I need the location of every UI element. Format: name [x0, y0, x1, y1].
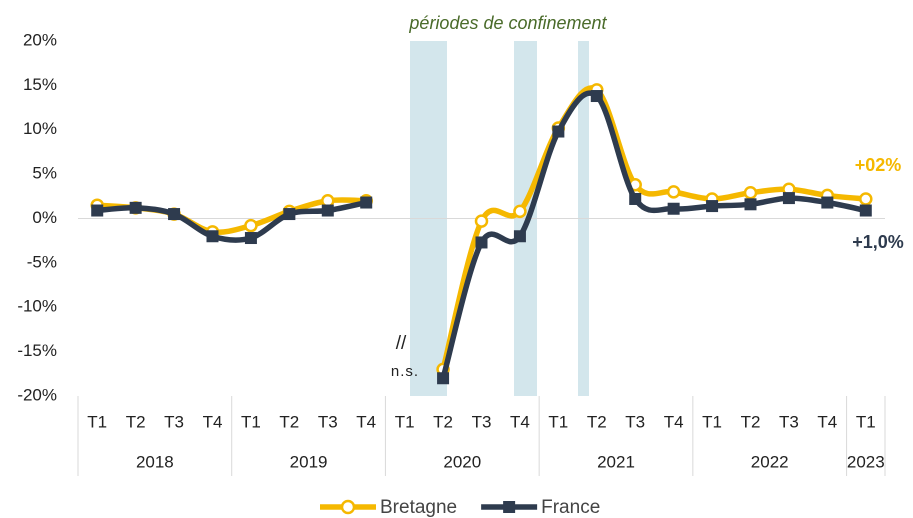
legend-marker	[503, 501, 516, 513]
point	[244, 218, 258, 233]
point	[782, 192, 795, 205]
y-tick-label: 10%	[23, 119, 57, 138]
point	[666, 185, 681, 199]
point	[437, 372, 450, 385]
x-tick-label: T1	[856, 412, 876, 431]
x-tick-label: T1	[395, 412, 415, 431]
year-label: 2023	[847, 452, 885, 471]
point	[552, 125, 565, 138]
end-label: +1,0%	[852, 232, 904, 252]
point	[706, 200, 719, 213]
x-tick-label: T1	[702, 412, 722, 431]
series-line	[440, 90, 867, 379]
end-label: +02%	[855, 155, 902, 175]
point	[244, 232, 257, 245]
y-tick-label: 20%	[23, 30, 57, 49]
legend-label: France	[541, 497, 600, 518]
legend-marker	[340, 499, 356, 515]
point	[474, 214, 489, 228]
x-tick-label: T1	[241, 412, 261, 431]
series-line	[440, 85, 867, 371]
year-label: 2020	[443, 452, 481, 471]
point	[129, 201, 142, 214]
point	[629, 192, 642, 205]
y-tick-label: 5%	[32, 164, 57, 183]
point	[744, 198, 757, 211]
point	[475, 236, 488, 249]
point	[821, 196, 834, 209]
x-tick-label: T3	[779, 412, 799, 431]
x-tick-label: T2	[126, 412, 146, 431]
year-label: 2018	[136, 452, 174, 471]
x-tick-label: T4	[203, 412, 223, 431]
x-tick-label: T2	[741, 412, 761, 431]
point	[206, 230, 219, 243]
gap-mark: //	[396, 333, 407, 354]
x-tick-label: T1	[548, 412, 568, 431]
point	[283, 208, 296, 221]
y-tick-label: -20%	[17, 385, 57, 404]
year-label: 2022	[751, 452, 789, 471]
x-tick-label: T2	[587, 412, 607, 431]
x-tick-label: T4	[817, 412, 837, 431]
x-tick-label: T3	[164, 412, 184, 431]
x-tick-label: T3	[472, 412, 492, 431]
annotation: périodes de confinement	[408, 13, 607, 33]
x-tick-label: T4	[356, 412, 376, 431]
point	[360, 196, 373, 209]
point	[590, 90, 603, 103]
point	[321, 204, 334, 217]
x-tick-label: T4	[510, 412, 530, 431]
x-tick-label: T4	[664, 412, 684, 431]
x-tick-label: T2	[433, 412, 453, 431]
point	[743, 186, 758, 200]
point	[859, 192, 873, 206]
y-tick-label: 15%	[23, 75, 57, 94]
point	[168, 208, 181, 221]
point	[667, 202, 680, 215]
point	[513, 230, 526, 243]
gap-label: n.s.	[391, 363, 419, 380]
x-tick-label: T3	[625, 412, 645, 431]
y-tick-label: -5%	[27, 252, 57, 271]
y-tick-label: -15%	[17, 341, 57, 360]
x-tick-label: T3	[318, 412, 338, 431]
x-tick-label: T2	[279, 412, 299, 431]
y-tick-label: 0%	[32, 208, 57, 227]
year-label: 2019	[290, 452, 328, 471]
legend-label: Bretagne	[380, 497, 457, 518]
point	[513, 204, 527, 219]
y-tick-label: -10%	[17, 297, 57, 316]
point	[91, 204, 104, 217]
point	[859, 204, 872, 217]
x-tick-label: T1	[87, 412, 107, 431]
year-label: 2021	[597, 452, 635, 471]
